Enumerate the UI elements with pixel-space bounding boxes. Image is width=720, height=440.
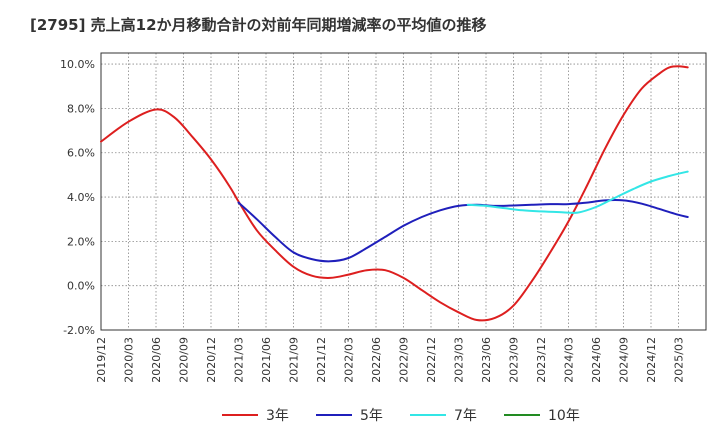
x-tick-label: 2022/12 [425,337,438,383]
legend-label-0: 3年 [266,408,289,424]
x-tick-label: 2023/12 [535,337,548,383]
grid [100,53,706,331]
x-tick-label: 2022/09 [398,337,411,383]
x-tick-label: 2023/09 [508,337,521,383]
x-tick-label: 2025/03 [673,337,686,383]
legend-label-1: 5年 [360,408,383,424]
x-tick-label: 2021/09 [288,337,301,383]
series-line-2 [466,170,689,214]
x-tick-label: 2020/09 [178,337,191,383]
x-tick-label: 2024/09 [618,337,631,383]
x-tick-label: 2024/03 [563,337,576,383]
series-line-1 [237,199,689,263]
x-tick-label: 2023/06 [480,337,493,383]
x-tick-label: 2020/03 [123,337,136,383]
x-tick-label: 2022/06 [370,337,383,383]
series-group [100,65,689,322]
y-tick-label: 6.0% [67,147,95,160]
y-tick-label: 4.0% [67,191,95,204]
x-tick-label: 2019/12 [95,337,108,383]
legend-label-3: 10年 [548,408,580,424]
x-tick-label: 2020/06 [150,337,163,383]
x-tick-label: 2024/12 [645,337,658,383]
x-tick-label: 2022/03 [343,337,356,383]
y-tick-label: 8.0% [67,102,95,115]
x-tick-label: 2020/12 [205,337,218,383]
series-line-0 [100,65,689,322]
y-tick-label: 10.0% [60,58,95,71]
x-tick-label: 2021/06 [260,337,273,383]
y-tick-label: 2.0% [67,235,95,248]
x-tick-label: 2021/12 [315,337,328,383]
legend-label-2: 7年 [454,408,477,424]
y-axis: -2.0% 0.0% 2.0% 4.0% 6.0% 8.0% 10.0% [60,58,95,337]
legend: 3年 5年 7年 10年 [222,408,580,424]
x-tick-label: 2023/03 [453,337,466,383]
x-axis: 2019/12 2020/03 2020/06 2020/09 2020/12 2021/… [95,337,686,383]
y-tick-label: -2.0% [63,324,95,337]
plot-area [100,52,707,331]
chart-title: [2795] 売上高12か月移動合計の対前年同期増減率の平均値の推移 [30,16,487,34]
x-tick-label: 2024/06 [590,337,603,383]
y-tick-label: 0.0% [67,280,95,293]
x-tick-label: 2021/03 [233,337,246,383]
